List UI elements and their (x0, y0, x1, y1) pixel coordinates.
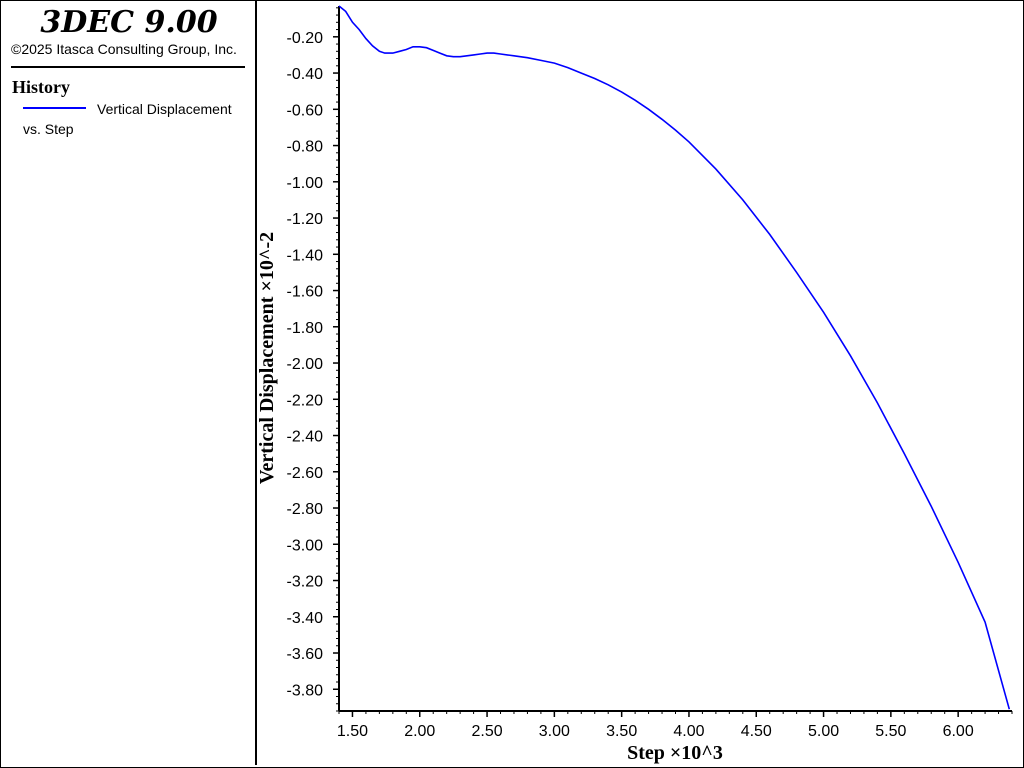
y-tick-label: -2.60 (287, 465, 324, 482)
x-tick-label: 4.00 (673, 723, 704, 740)
y-tick-label: -2.40 (287, 429, 324, 446)
x-tick-label: 4.50 (741, 723, 772, 740)
y-tick-label: -3.00 (287, 537, 324, 554)
app-title: 3DEC 9.00 (40, 5, 218, 40)
y-tick-label: -1.60 (287, 284, 324, 301)
legend-label: Vertical Displacement vs. Step (23, 101, 232, 137)
x-tick-label: 2.50 (471, 723, 502, 740)
y-tick-label: -3.60 (287, 646, 324, 663)
x-tick-label: 3.00 (539, 723, 570, 740)
y-tick-label: -1.40 (287, 247, 324, 264)
x-tick-label: 1.50 (337, 723, 368, 740)
y-tick-label: -2.00 (287, 356, 324, 373)
y-axis-title: Vertical Displacement ×10^-2 (256, 232, 278, 484)
x-tick-label: 3.50 (606, 723, 637, 740)
x-ticks-group: 1.50 2.00 2.50 3.00 3.50 4.00 4.50 5.00 5.50 6.00 (337, 711, 1013, 740)
y-tick-label: -0.80 (287, 139, 324, 156)
y-tick-label: -2.20 (287, 392, 324, 409)
y-tick-label: -0.60 (287, 102, 324, 119)
y-tick-label: -1.80 (287, 320, 324, 337)
legend-line-swatch (23, 107, 86, 109)
y-tick-label: -0.40 (287, 66, 324, 83)
series-line (338, 5, 1011, 710)
y-tick-label: -3.80 (287, 682, 324, 699)
copyright-text: ©2025 Itasca Consulting Group, Inc. (11, 41, 237, 57)
history-sidebar: 3DEC 9.00 ©2025 Itasca Consulting Group,… (1, 1, 257, 765)
x-tick-label: 5.50 (875, 723, 906, 740)
sidebar-divider (11, 66, 245, 68)
x-tick-label: 2.00 (404, 723, 435, 740)
y-tick-label: -3.40 (287, 610, 324, 627)
x-axis-title: Step ×10^3 (627, 742, 723, 764)
y-tick-label: -1.20 (287, 211, 324, 228)
x-tick-label: 6.00 (943, 723, 974, 740)
y-tick-label: -3.20 (287, 574, 324, 591)
history-heading: History (12, 77, 70, 97)
y-tick-label: -0.20 (287, 30, 324, 47)
y-tick-label: -2.80 (287, 501, 324, 518)
x-tick-label: 5.00 (808, 723, 839, 740)
y-ticks-group: -0.20 -0.40 -0.60 -0.80 -1.00 -1.20 -1.40 -1.60… (287, 7, 339, 712)
y-tick-label: -1.00 (287, 175, 324, 192)
